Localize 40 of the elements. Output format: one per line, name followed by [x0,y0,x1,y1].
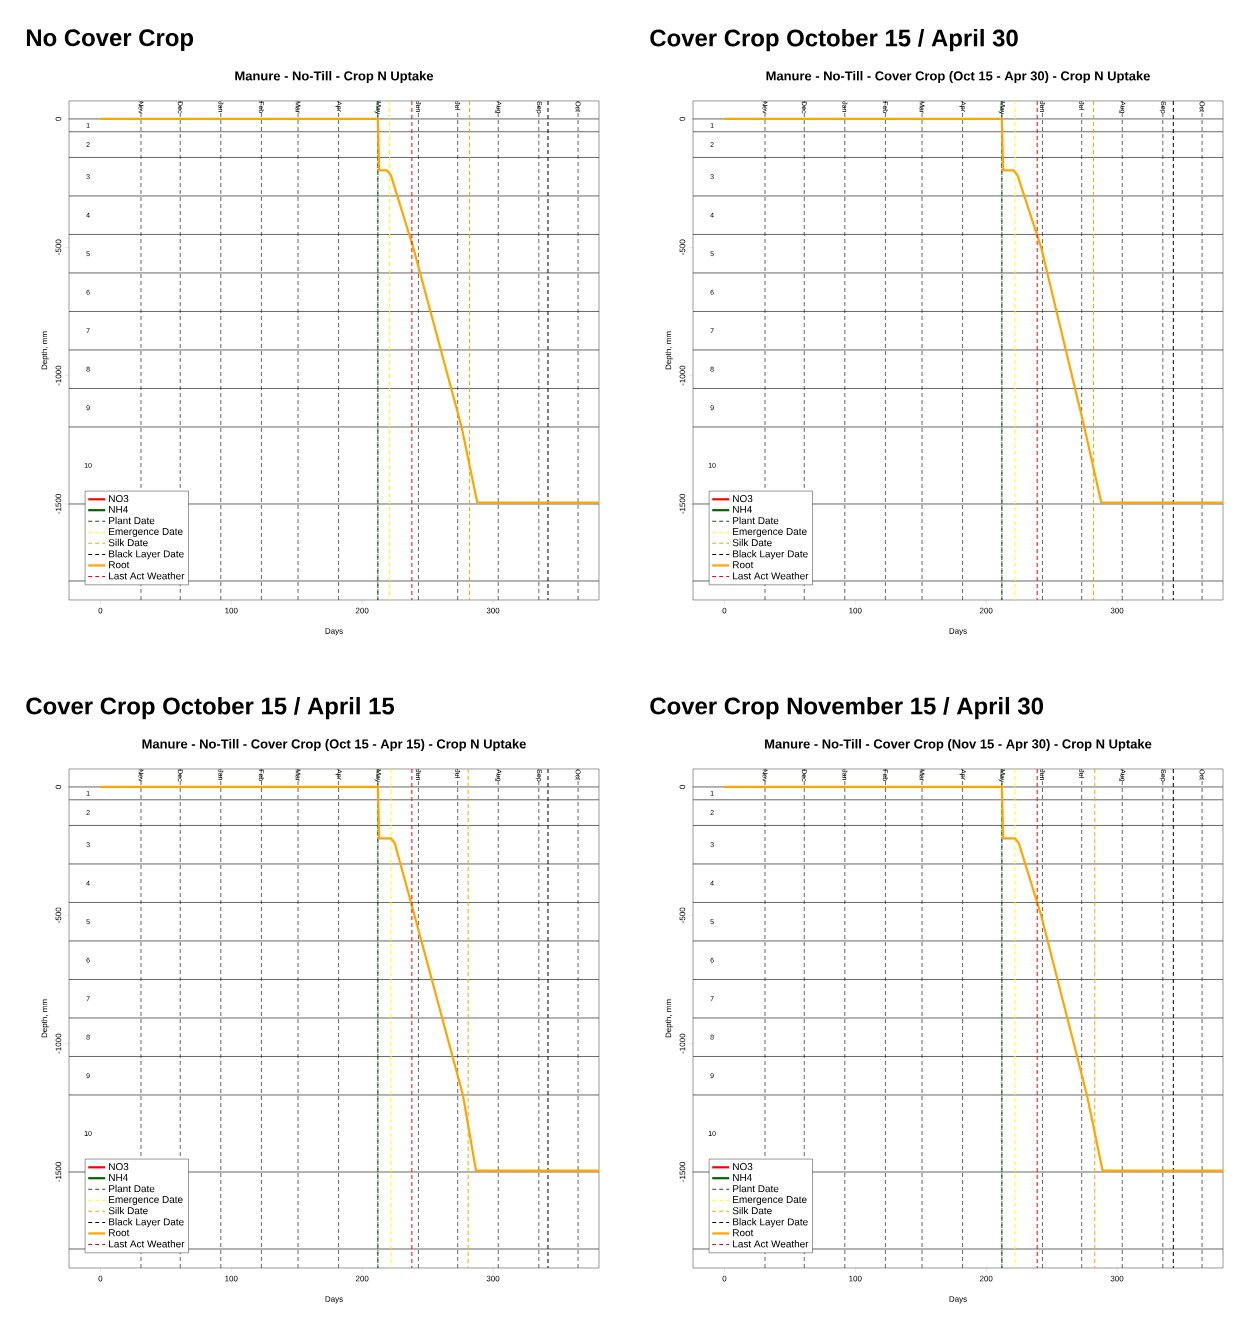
legend-label: Emergence Date [109,1196,183,1205]
chart-subtitle: Manure - No-Till - Cover Crop (Oct 15 - Apr 30) - Crop N Uptake [766,70,1150,84]
chart-title: Cover Crop October 15 / April 30 [650,28,1018,52]
chart-title: No Cover Crop [26,29,194,51]
legend-label: Silk Date [108,538,148,547]
legend-label: Emergence Date [733,528,807,537]
legend-label: NH4 [109,506,128,513]
legend-label: NO3 [733,1163,753,1171]
legend-label: NH4 [733,1174,752,1181]
legend-label: Plant Date [733,516,779,525]
legend-label: Plant Date [109,1184,155,1193]
legend-label: Emergence Date [733,1196,807,1205]
legend-label: Root [733,561,754,569]
legend-label: Silk Date [732,1206,772,1215]
legend-label: NO3 [109,1163,129,1171]
legend-label: Plant Date [109,516,155,525]
legend-label: Black Layer Date [733,1218,808,1228]
chart-title: Cover Crop October 15 / April 15 [26,696,395,720]
chart-subtitle: Manure - No-Till - Crop N Uptake [235,70,434,84]
chart-subtitle: Manure - No-Till - Cover Crop (Oct 15 - Apr 15) - Crop N Uptake [142,738,526,752]
legend-label: Emergence Date [109,528,183,537]
legend-label: NO3 [733,495,753,503]
legend-label: Silk Date [108,1206,148,1215]
legend-label: Black Layer Date [733,550,808,560]
legend-label: Last Act Weather [109,1240,185,1248]
chart-subtitle: Manure - No-Till - Cover Crop (Nov 15 - Apr 30) - Crop N Uptake [765,738,1152,752]
legend-label: Root [109,1229,130,1237]
legend-label: Last Act Weather [109,572,185,580]
legend-label: NH4 [109,1174,128,1181]
legend-label: Plant Date [733,1184,779,1193]
legend-label: Silk Date [732,538,772,547]
legend-label: Last Act Weather [733,572,809,580]
legend-label: Root [733,1229,754,1237]
legend-label: Root [109,561,130,569]
legend-label: Last Act Weather [733,1240,809,1248]
legend-label: NH4 [733,506,752,513]
legend-label: Black Layer Date [109,1218,184,1228]
legend-label: NO3 [109,495,129,503]
legend-label: Black Layer Date [109,550,184,560]
chart-title: Cover Crop November 15 / April 30 [650,696,1043,720]
